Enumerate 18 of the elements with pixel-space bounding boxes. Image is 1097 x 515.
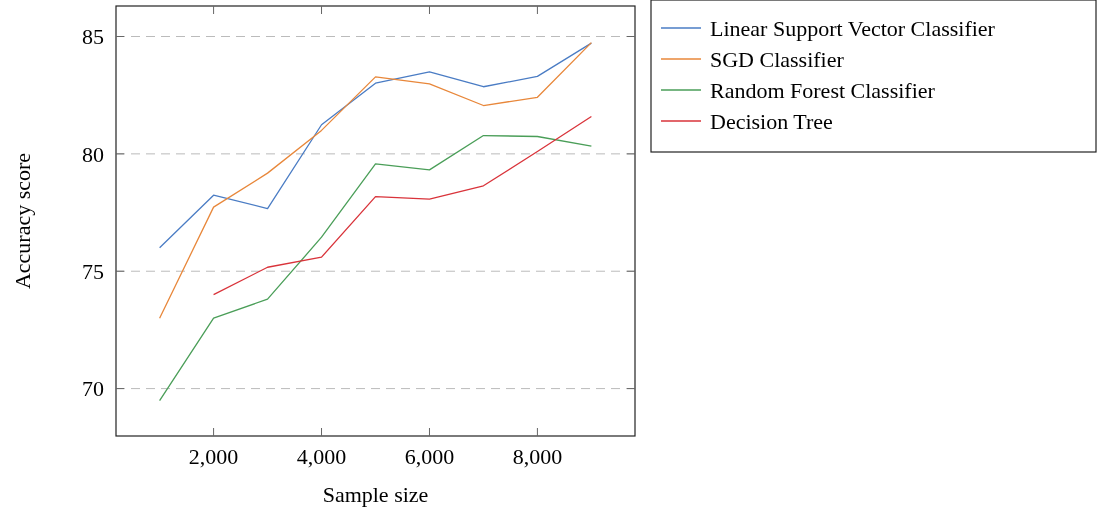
legend-label: Linear Support Vector Classifier <box>710 15 996 41</box>
x-tick-label: 2,000 <box>188 444 239 469</box>
legend-label: Random Forest Classifier <box>710 77 936 103</box>
line-series <box>158 42 593 249</box>
y-tick-label: 75 <box>82 258 104 284</box>
x-tick-label: 6,000 <box>404 444 455 469</box>
line-series <box>158 41 593 319</box>
line-series <box>212 115 593 296</box>
y-tick-label: 80 <box>82 141 104 167</box>
legend-label: Decision Tree <box>710 108 833 134</box>
legend-label: SGD Classifier <box>710 46 845 72</box>
y-axis-title: Accuracy score <box>10 152 35 290</box>
y-tick-label: 85 <box>82 24 104 50</box>
line-series <box>158 134 593 402</box>
x-axis-title: Sample size <box>322 482 429 507</box>
x-tick-label: 4,000 <box>296 444 347 469</box>
x-tick-label: 8,000 <box>512 444 563 469</box>
y-tick-label: 70 <box>82 376 104 402</box>
